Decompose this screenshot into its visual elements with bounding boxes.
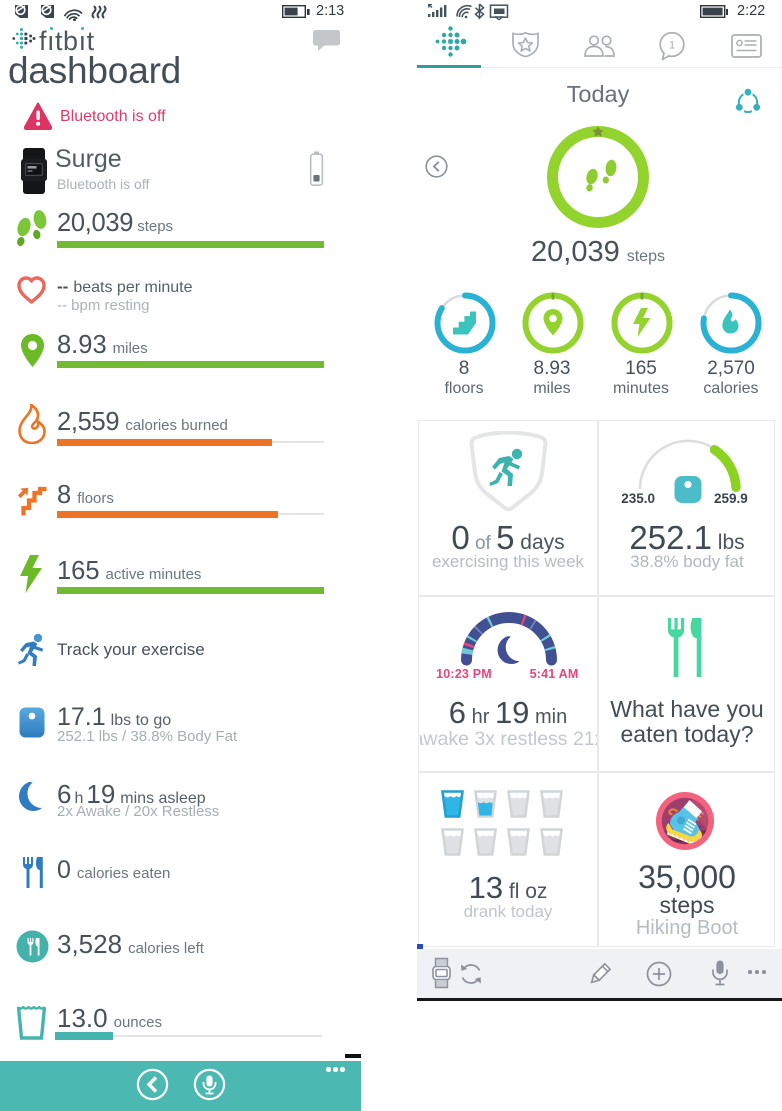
svg-text:1: 1 xyxy=(669,40,675,52)
